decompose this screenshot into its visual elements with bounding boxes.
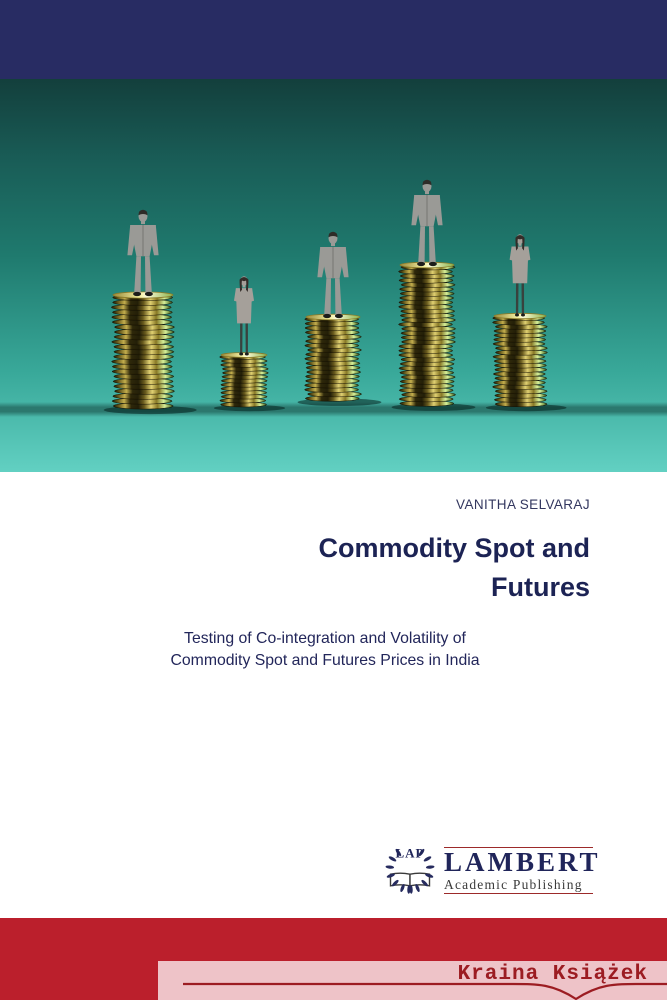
svg-text:LAP: LAP <box>396 846 425 861</box>
